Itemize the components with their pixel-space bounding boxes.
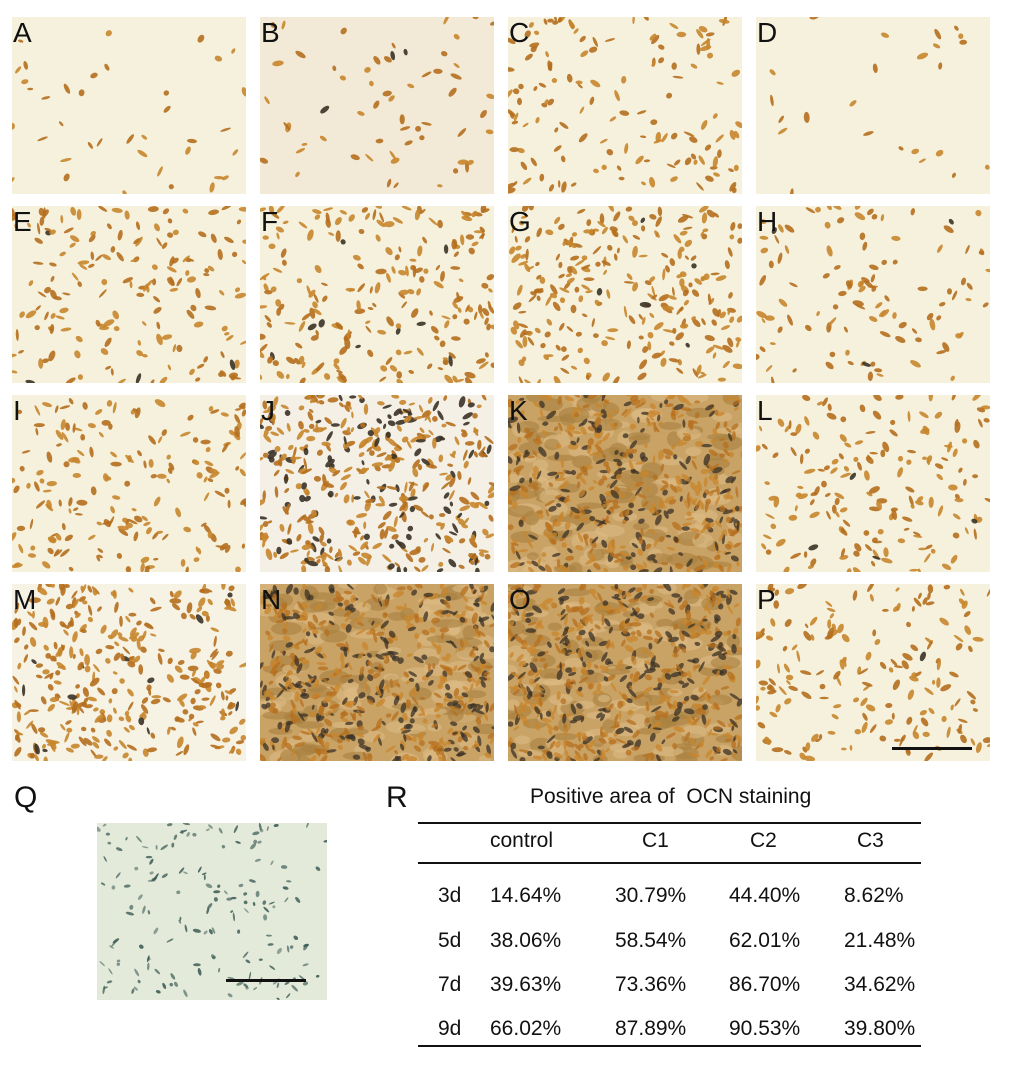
micrograph-panel [12,17,246,194]
table-cell: 62.01% [729,929,801,952]
panel-label: M [13,584,37,615]
table-cell: 14.64% [490,884,562,907]
panel-q-micrograph [97,823,327,1000]
panel-label: L [757,395,773,426]
panel-label: A [13,17,32,48]
table-top-rule [418,822,921,824]
table-cell: 87.89% [615,1017,687,1040]
row-label-7d: 7d [438,973,462,996]
table-cell: 86.70% [729,973,801,996]
table-cell: 8.62% [844,884,904,907]
panel-label: H [757,206,778,237]
table-cell: 58.54% [615,929,687,952]
micrograph-panel [12,395,246,572]
panel-label-r: R [386,781,408,814]
table-cell: 73.36% [615,973,687,996]
panel-label: N [261,584,282,615]
micrograph-panel [508,17,742,194]
table-cell: 44.40% [729,884,801,907]
micrograph-panel [756,395,990,572]
table-cell: 30.79% [615,884,687,907]
row-label-5d: 5d [438,929,462,952]
row-label-9d: 9d [438,1017,462,1040]
micrograph-panel [260,206,494,383]
column-header-c1: C1 [642,829,669,852]
panel-label: B [261,17,280,48]
micrograph-panel [12,584,246,761]
table-cell: 66.02% [490,1017,562,1040]
micrograph-panel [260,17,494,194]
micrograph-panel [756,584,990,761]
panel-label: I [13,395,21,426]
table-cell: 39.80% [844,1017,916,1040]
panel-label: J [261,395,275,426]
scale-bar-q [226,979,306,982]
column-header-c3: C3 [857,829,884,852]
table-cell: 39.63% [490,973,562,996]
micrograph-panel [12,206,246,383]
panel-label: D [757,17,778,48]
panel-label: K [509,395,528,426]
table-cell: 90.53% [729,1017,801,1040]
table-cell: 21.48% [844,929,916,952]
column-header-control: control [490,829,554,852]
table-title: Positive area of OCN staining [530,785,812,808]
table-cell: 38.06% [490,929,562,952]
panel-label: C [509,17,530,48]
table-cell: 34.62% [844,973,916,996]
micrograph-panel [756,206,990,383]
scale-bar-p [892,747,972,750]
table-header-rule [418,862,921,864]
micrograph-panel [260,584,494,761]
panel-label: G [509,206,531,237]
table-bottom-rule [418,1045,921,1047]
micrograph-panel [508,584,742,761]
micrograph-panel [756,17,990,194]
panel-label: P [757,584,776,615]
column-header-c2: C2 [750,829,777,852]
panel-label-q: Q [14,781,38,814]
micrograph-panel [260,395,494,572]
row-label-3d: 3d [438,884,462,907]
panel-label: E [13,206,32,237]
micrograph-panel [508,395,742,572]
panel-label: O [509,584,531,615]
micrograph-panel [508,206,742,383]
panel-label: F [261,206,279,237]
